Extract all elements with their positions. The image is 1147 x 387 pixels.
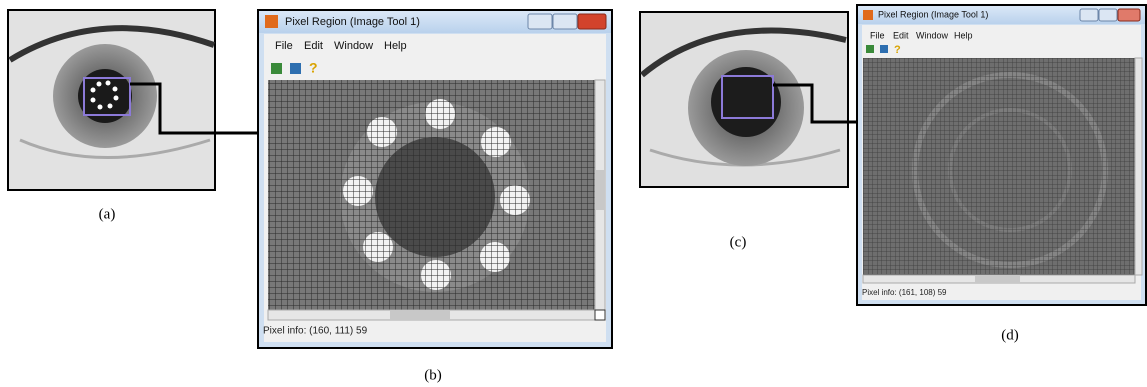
app-icon (265, 15, 278, 28)
menu-item[interactable]: File (275, 40, 293, 52)
minimize-button[interactable] (1080, 9, 1098, 21)
pixel-region-window-b: Pixel Region (Image Tool 1) File Edit Wi… (258, 10, 612, 348)
window-title: Pixel Region (Image Tool 1) (878, 9, 988, 19)
minimize-button[interactable] (528, 14, 552, 29)
status-bar: Pixel info: (161, 108) 59 (862, 288, 947, 297)
menu-item[interactable]: Help (384, 40, 407, 52)
caption: (d) (1001, 327, 1019, 343)
app-icon (863, 10, 873, 20)
eye-image-c (640, 12, 848, 187)
caption: (b) (424, 367, 442, 383)
window-title: Pixel Region (Image Tool 1) (285, 16, 420, 28)
caption: (a) (99, 206, 116, 222)
caption: (c) (730, 234, 747, 250)
menu-item[interactable]: Window (916, 30, 949, 40)
menu-item[interactable]: Window (334, 40, 373, 52)
pixel-grid (863, 58, 1135, 275)
menu-item[interactable]: Edit (304, 40, 323, 52)
menu-item[interactable]: Help (954, 30, 973, 40)
toolbar-button[interactable] (290, 63, 301, 74)
eye-image-a (8, 10, 215, 190)
figure: (a) Pixel Region (Image Tool 1) File Edi… (0, 0, 1147, 387)
close-button[interactable] (578, 14, 606, 29)
status-bar: Pixel info: (160, 111) 59 (263, 326, 368, 337)
menu-item[interactable]: Edit (893, 30, 909, 40)
close-button[interactable] (1118, 9, 1140, 21)
help-button[interactable]: ? (309, 60, 318, 76)
vertical-scrollbar[interactable] (1135, 58, 1142, 275)
maximize-button[interactable] (553, 14, 577, 29)
toolbar-button[interactable] (271, 63, 282, 74)
pixel-grid (268, 80, 595, 310)
maximize-button[interactable] (1099, 9, 1117, 21)
pixel-region-window-d: Pixel Region (Image Tool 1) File Edit Wi… (857, 5, 1146, 305)
help-button[interactable]: ? (894, 44, 901, 56)
toolbar-button[interactable] (866, 45, 874, 53)
menu-item[interactable]: File (870, 30, 885, 40)
toolbar-button[interactable] (880, 45, 888, 53)
